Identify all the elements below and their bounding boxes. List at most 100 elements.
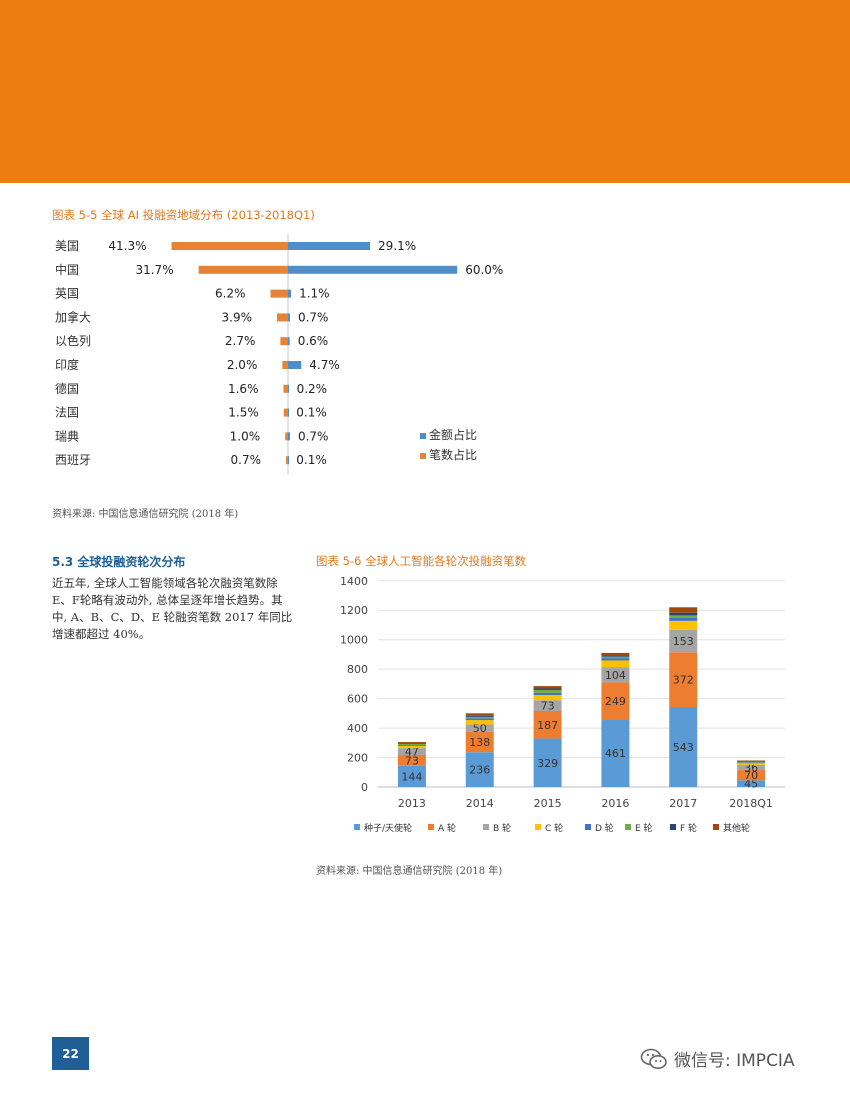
stack-segment-2 (601, 667, 630, 683)
page-number: 22 (52, 1037, 89, 1070)
stack-segment-4 (737, 762, 766, 764)
stack-segment-3 (601, 660, 630, 668)
count-share-bar (283, 384, 288, 393)
category-label: 加拿大 (55, 309, 91, 324)
amount-share-bar (288, 265, 458, 274)
y-tick-label: 400 (347, 722, 368, 735)
x-tick-label: 2014 (466, 797, 494, 810)
count-share-bar (171, 242, 288, 250)
stack-segment-3 (737, 763, 766, 765)
stack-segment-3 (669, 620, 698, 630)
amount-share-bar (288, 456, 289, 465)
amount-share-bar (288, 242, 371, 250)
wechat-watermark: 微信号: IMPCIA (640, 1046, 795, 1071)
count-share-bar (280, 337, 288, 346)
wechat-icon (640, 1048, 667, 1069)
data-label: 543 (673, 741, 694, 754)
y-tick-label: 1200 (340, 604, 368, 617)
stack-segment-7 (397, 742, 426, 744)
stack-segment-0 (669, 707, 698, 787)
stack-segment-2 (397, 748, 426, 756)
legend-label: B 轮 (493, 822, 511, 834)
stack-segment-6 (397, 743, 426, 744)
stack-segment-4 (533, 692, 562, 696)
data-label: 461 (605, 747, 626, 760)
stack-segment-3 (397, 745, 426, 749)
stack-segment-2 (669, 629, 698, 653)
legend-swatch (420, 453, 426, 459)
x-tick-label: 2017 (669, 797, 697, 810)
stack-segment-2 (737, 764, 766, 771)
count-share-label: 2.0% (227, 358, 257, 372)
amount-share-bar (288, 408, 289, 417)
y-tick-label: 600 (347, 693, 368, 706)
x-tick-label: 2015 (534, 797, 562, 810)
count-share-label: 31.7% (135, 263, 173, 277)
section-title: 5.3 全球投融资轮次分布 (52, 555, 186, 569)
amount-share-bar (288, 432, 290, 441)
legend-label: F 轮 (680, 822, 697, 834)
count-share-label: 1.6% (228, 382, 259, 396)
legend-swatch (535, 824, 541, 830)
data-label: 187 (537, 719, 558, 732)
x-tick-label: 2016 (601, 797, 629, 810)
count-share-bar (282, 361, 288, 369)
amount-share-label: 60.0% (465, 263, 503, 277)
data-label: 236 (469, 764, 490, 777)
data-label: 329 (537, 757, 558, 770)
stack-segment-5 (669, 615, 698, 618)
legend-swatch (670, 824, 676, 830)
amount-share-bar (288, 361, 302, 369)
category-label: 中国 (55, 262, 79, 277)
category-label: 以色列 (55, 334, 91, 348)
chart2-title: 图表 5-6 全球人工智能各轮次投融资笔数 (316, 554, 527, 568)
y-tick-label: 1400 (340, 575, 368, 588)
legend-label: A 轮 (438, 822, 456, 834)
data-label: 73 (405, 754, 419, 767)
data-label: 45 (744, 778, 758, 791)
amount-share-bar (288, 384, 289, 393)
data-label: 138 (469, 736, 490, 749)
stack-segment-0 (737, 780, 766, 787)
category-label: 瑞典 (55, 429, 79, 443)
legend-swatch (483, 824, 489, 830)
legend-swatch (585, 824, 591, 830)
stack-segment-3 (533, 695, 562, 701)
stack-segment-1 (533, 710, 562, 739)
stack-segment-0 (601, 719, 630, 787)
amount-share-label: 0.7% (298, 310, 329, 324)
amount-share-bar (288, 337, 290, 346)
legend-label: E 轮 (635, 822, 653, 834)
category-label: 印度 (55, 357, 79, 372)
stack-segment-7 (737, 760, 766, 762)
chart1-title: 图表 5-5 全球 AI 投融资地域分布 (2013-2018Q1) (52, 208, 315, 222)
legend-label: 其他轮 (723, 822, 750, 834)
y-tick-label: 1000 (340, 634, 368, 647)
category-label: 美国 (55, 239, 79, 253)
count-share-label: 41.3% (108, 239, 146, 253)
stack-segment-4 (601, 658, 630, 661)
stack-segment-6 (533, 688, 562, 690)
count-share-label: 0.7% (231, 453, 262, 467)
count-share-label: 3.9% (222, 310, 253, 324)
y-tick-label: 200 (347, 752, 368, 765)
chart1-source: 资料来源: 中国信息通信研究院 (2018 年) (52, 509, 239, 520)
orange-header-banner (0, 0, 850, 183)
count-share-label: 1.0% (230, 429, 261, 443)
stack-segment-2 (465, 724, 494, 732)
count-share-bar (277, 313, 288, 322)
stack-segment-0 (533, 738, 562, 787)
amount-share-label: 4.7% (309, 358, 340, 372)
stack-segment-7 (601, 652, 630, 656)
stack-segment-6 (669, 612, 698, 616)
stack-segment-1 (737, 770, 766, 781)
amount-share-label: 0.1% (296, 453, 327, 467)
stack-segment-6 (465, 715, 494, 717)
x-tick-label: 2013 (398, 797, 426, 810)
legend-swatch (428, 824, 434, 830)
data-label: 249 (605, 695, 626, 708)
count-share-bar (285, 432, 288, 441)
stack-segment-3 (465, 720, 494, 725)
stack-segment-5 (397, 743, 426, 746)
stack-segment-1 (397, 755, 426, 766)
